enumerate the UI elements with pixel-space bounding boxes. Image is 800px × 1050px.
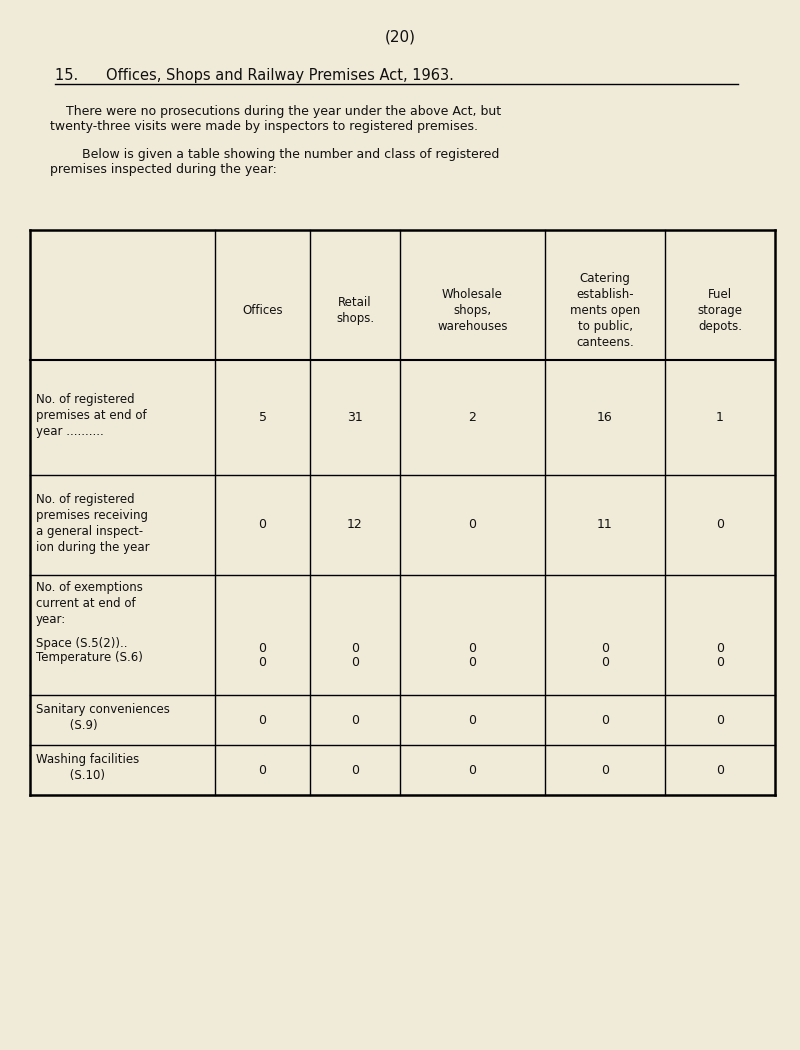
Text: Below is given a table showing the number and class of registered: Below is given a table showing the numbe… bbox=[50, 148, 499, 161]
Text: 0: 0 bbox=[351, 642, 359, 655]
Text: 0: 0 bbox=[258, 656, 266, 669]
Text: 0: 0 bbox=[469, 642, 477, 655]
Text: 0: 0 bbox=[469, 656, 477, 669]
Text: 0: 0 bbox=[469, 714, 477, 727]
Text: 16: 16 bbox=[597, 411, 613, 424]
Text: 0: 0 bbox=[351, 714, 359, 727]
Text: premises inspected during the year:: premises inspected during the year: bbox=[50, 163, 277, 176]
Text: 0: 0 bbox=[601, 714, 609, 727]
Text: 1: 1 bbox=[716, 411, 724, 424]
Text: 12: 12 bbox=[347, 519, 363, 531]
Text: Wholesale
shops,
warehouses: Wholesale shops, warehouses bbox=[438, 288, 508, 333]
Text: 0: 0 bbox=[716, 763, 724, 777]
Text: (20): (20) bbox=[385, 30, 415, 45]
Text: 0: 0 bbox=[351, 656, 359, 669]
Text: Catering
establish-
ments open
to public,
canteens.: Catering establish- ments open to public… bbox=[570, 272, 640, 349]
Text: 0: 0 bbox=[258, 519, 266, 531]
Text: 11: 11 bbox=[597, 519, 613, 531]
Text: Sanitary conveniences
         (S.9): Sanitary conveniences (S.9) bbox=[36, 704, 170, 733]
Text: 0: 0 bbox=[469, 763, 477, 777]
Text: 0: 0 bbox=[469, 519, 477, 531]
Text: Temperature (S.6): Temperature (S.6) bbox=[36, 651, 143, 664]
Text: Washing facilities
         (S.10): Washing facilities (S.10) bbox=[36, 754, 139, 782]
Text: twenty-three visits were made by inspectors to registered premises.: twenty-three visits were made by inspect… bbox=[50, 120, 478, 133]
Text: 31: 31 bbox=[347, 411, 363, 424]
Text: 0: 0 bbox=[601, 642, 609, 655]
Text: 0: 0 bbox=[716, 714, 724, 727]
Text: No. of exemptions
current at end of
year:: No. of exemptions current at end of year… bbox=[36, 581, 143, 626]
Text: 0: 0 bbox=[716, 519, 724, 531]
Text: 0: 0 bbox=[258, 642, 266, 655]
Text: There were no prosecutions during the year under the above Act, but: There were no prosecutions during the ye… bbox=[50, 105, 501, 118]
Text: Space (S.5(2))..: Space (S.5(2)).. bbox=[36, 637, 127, 650]
Text: 0: 0 bbox=[258, 763, 266, 777]
Text: 0: 0 bbox=[258, 714, 266, 727]
Text: Fuel
storage
depots.: Fuel storage depots. bbox=[698, 288, 742, 333]
Text: 0: 0 bbox=[716, 642, 724, 655]
Text: 2: 2 bbox=[469, 411, 477, 424]
Text: No. of registered
premises at end of
year ..........: No. of registered premises at end of yea… bbox=[36, 393, 146, 438]
Text: 0: 0 bbox=[716, 656, 724, 669]
Text: 0: 0 bbox=[601, 763, 609, 777]
Text: No. of registered
premises receiving
a general inspect-
ion during the year: No. of registered premises receiving a g… bbox=[36, 492, 150, 553]
Text: Retail
shops.: Retail shops. bbox=[336, 296, 374, 326]
Text: 0: 0 bbox=[601, 656, 609, 669]
Text: 5: 5 bbox=[258, 411, 266, 424]
Text: 15.      Offices, Shops and Railway Premises Act, 1963.: 15. Offices, Shops and Railway Premises … bbox=[55, 68, 454, 83]
Text: 0: 0 bbox=[351, 763, 359, 777]
Text: Offices: Offices bbox=[242, 304, 283, 317]
